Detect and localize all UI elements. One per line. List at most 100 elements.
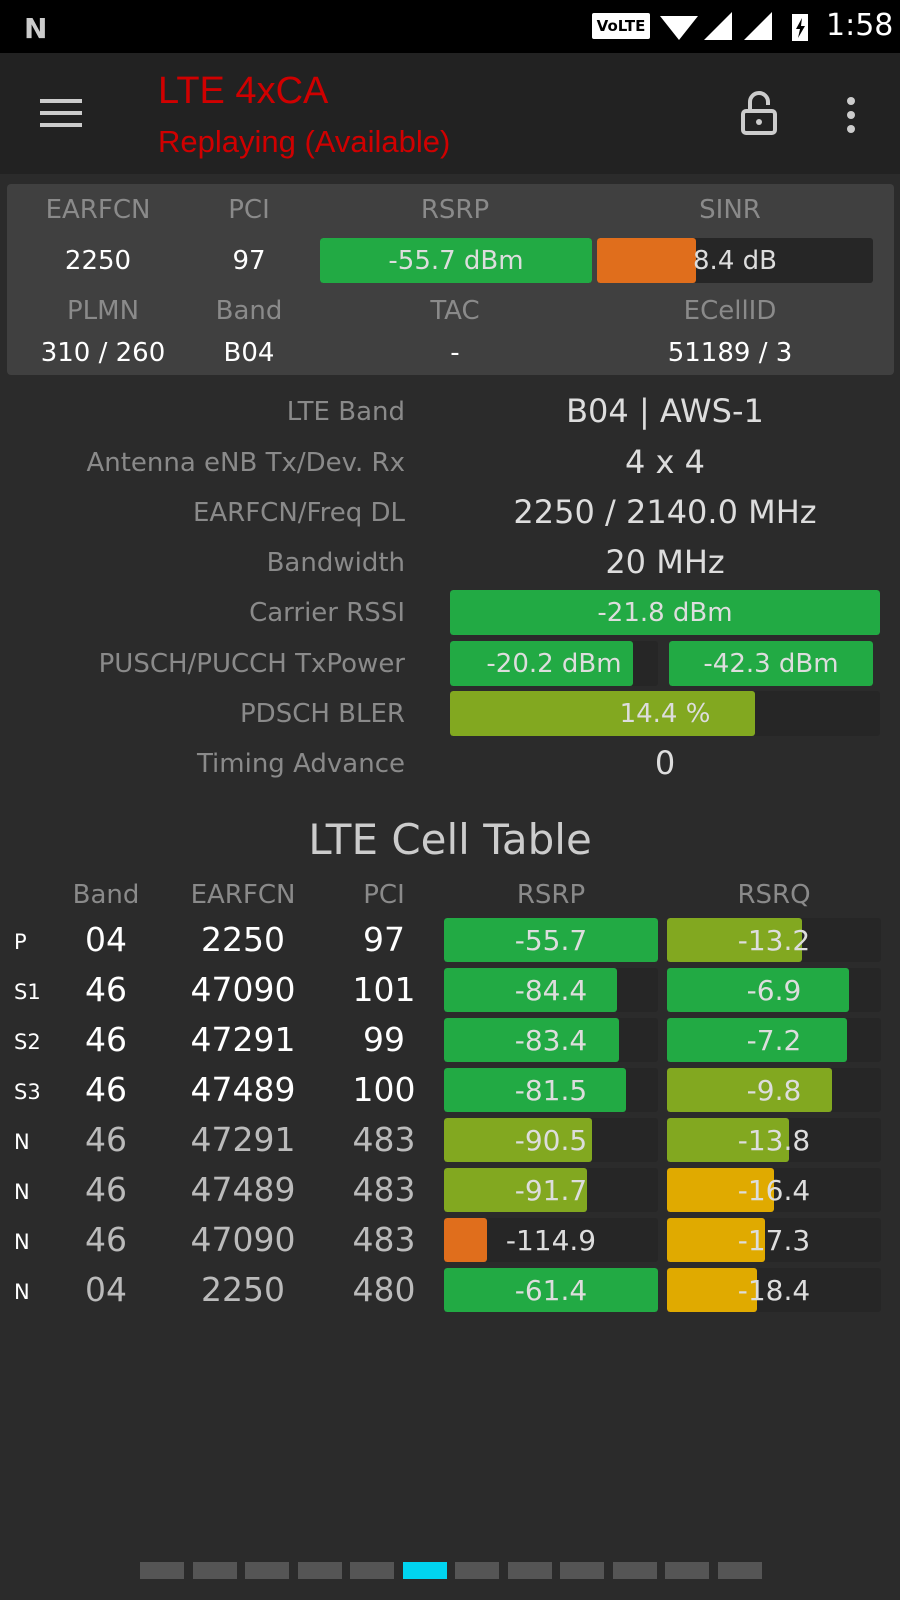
cell-type: S3 [14, 1080, 41, 1104]
cell-type: S1 [14, 980, 41, 1004]
cell-type: N [14, 1280, 30, 1304]
pucch-bar: -42.3 dBm [669, 641, 873, 686]
cell-pci: 100 [352, 1070, 416, 1109]
page-dot[interactable] [612, 1562, 657, 1579]
cell-rsrp-fill [444, 1018, 620, 1062]
txpower-label: PUSCH/PUCCH TxPower [98, 649, 405, 679]
bandwidth-label: Bandwidth [266, 548, 405, 578]
cell-band: 04 [85, 920, 127, 959]
bler-value: 14.4 % [619, 698, 711, 729]
cell-rsrq-value: -13.2 [737, 923, 811, 957]
cell-rsrp-value: -90.5 [514, 1123, 588, 1157]
col-header-earfcn: EARFCN [190, 880, 296, 910]
menu-icon[interactable] [40, 99, 82, 127]
sinr-bar-fill [597, 238, 697, 283]
timing-advance-value: 0 [654, 744, 676, 782]
bler-bar-fill [450, 691, 756, 736]
sinr-value: 8.4 dB [693, 245, 777, 276]
cell-pci: 99 [363, 1020, 405, 1059]
timing-advance-label: Timing Advance [196, 749, 405, 779]
cell-type: P [14, 930, 27, 954]
cell-rsrp-bar: -55.7 [444, 918, 658, 962]
cell-earfcn: 2250 [201, 920, 285, 959]
n-notification-icon: N [24, 12, 48, 45]
cell-rsrq-bar: -17.3 [667, 1218, 881, 1262]
cell-rsrq-bar: -6.9 [667, 968, 881, 1012]
cell-rsrq-bar: -18.4 [667, 1268, 881, 1312]
rssi-bar-fill [450, 590, 880, 635]
col-header-band: Band [72, 880, 140, 910]
earfcn-label: EARFCN [45, 195, 151, 225]
plmn-value: 310 / 260 [40, 338, 166, 368]
cell-rsrq-fill [667, 968, 849, 1012]
unlock-icon[interactable] [740, 91, 780, 135]
cell-pci: 101 [352, 970, 416, 1009]
cell-type: N [14, 1180, 30, 1204]
cell-rsrp-bar: -90.5 [444, 1118, 658, 1162]
page-dot[interactable] [350, 1562, 394, 1579]
sinr-label: SINR [699, 195, 761, 225]
pucch-bar-fill [669, 641, 873, 686]
replay-status: Replaying (Available) [158, 124, 451, 159]
earfcn-value: 2250 [64, 246, 132, 276]
more-vert-icon[interactable] [847, 97, 855, 133]
cell-rsrp-value: -81.5 [514, 1073, 588, 1107]
page-dot[interactable] [507, 1562, 552, 1579]
rsrp-bar-fill [320, 238, 592, 283]
cell-rsrq-bar: -7.2 [667, 1018, 881, 1062]
cell-rsrp-value: -61.4 [514, 1273, 588, 1307]
pusch-bar-fill [450, 641, 634, 686]
cell-rsrp-bar: -83.4 [444, 1018, 658, 1062]
cell-rsrq-bar: -13.8 [667, 1118, 881, 1162]
cell-rsrp-fill [444, 918, 658, 962]
tac-label: TAC [430, 296, 480, 326]
page-dot[interactable] [192, 1562, 237, 1579]
cell-rsrp-value: -114.9 [505, 1223, 597, 1257]
cell-band: 46 [85, 1170, 127, 1209]
signal-icons [660, 12, 808, 41]
cell-earfcn: 2250 [201, 1270, 285, 1309]
cell-rsrp-bar: -114.9 [444, 1218, 658, 1262]
plmn-label: PLMN [66, 296, 140, 326]
cell-band: 04 [85, 1270, 127, 1309]
cell-band: 46 [85, 1120, 127, 1159]
wifi-icon [660, 16, 698, 40]
cell-rsrq-bar: -13.2 [667, 918, 881, 962]
status-bar: N VoLTE 1:58 [0, 0, 900, 53]
col-header-pci: PCI [363, 880, 405, 910]
cell-rsrq-fill [667, 1118, 789, 1162]
cell-rsrq-bar: -9.8 [667, 1068, 881, 1112]
tac-value: - [450, 338, 460, 368]
page-dot[interactable] [717, 1562, 762, 1579]
page-dot[interactable] [297, 1562, 342, 1579]
cell-rsrq-fill [667, 1018, 847, 1062]
page-dot[interactable] [560, 1562, 604, 1579]
rsrp-bar: -55.7 dBm [320, 238, 592, 283]
cell-earfcn: 47489 [190, 1170, 296, 1209]
earfcn-freq-value: 2250 / 2140.0 MHz [513, 493, 817, 531]
page-dot[interactable] [455, 1562, 499, 1579]
cell-earfcn: 47489 [190, 1070, 296, 1109]
cell-rsrp-fill [444, 1168, 588, 1212]
rsrp-label: RSRP [420, 195, 490, 225]
cell-rsrq-value: -17.3 [737, 1223, 811, 1257]
app-title: LTE 4xCA [158, 70, 329, 112]
cell-type: N [14, 1130, 30, 1154]
sinr-bar: 8.4 dB [597, 238, 873, 283]
page-dot[interactable] [665, 1562, 709, 1579]
cell-rsrp-value: -83.4 [514, 1023, 588, 1057]
page-dot[interactable] [402, 1562, 447, 1579]
cell-rsrp-fill [444, 968, 618, 1012]
cell-rsrp-bar: -81.5 [444, 1068, 658, 1112]
bandwidth-value: 20 MHz [605, 543, 725, 581]
cell-rsrp-bar: -91.7 [444, 1168, 658, 1212]
band-label: Band [215, 296, 283, 326]
cell-pci: 483 [352, 1120, 416, 1159]
cell-rsrq-fill [667, 918, 802, 962]
cell-rsrq-value: -9.8 [746, 1073, 802, 1107]
page-dot[interactable] [245, 1562, 289, 1579]
page-dot[interactable] [140, 1562, 184, 1579]
cell-pci: 483 [352, 1170, 416, 1209]
cell-rsrp-value: -55.7 [514, 923, 588, 957]
cell-rsrp-fill [444, 1068, 626, 1112]
